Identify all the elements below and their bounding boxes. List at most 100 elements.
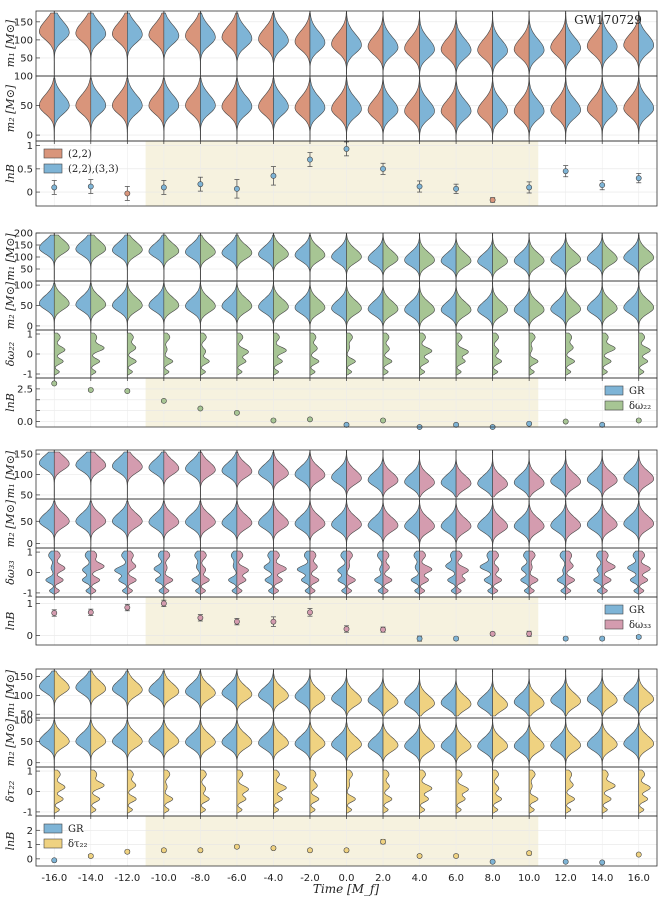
legend-swatch bbox=[43, 148, 63, 159]
violin-right-half bbox=[565, 282, 582, 329]
y-tick-label: 0 bbox=[27, 350, 33, 361]
data-point bbox=[380, 417, 386, 424]
violin-right-half bbox=[601, 670, 618, 717]
violin-right-half bbox=[638, 77, 655, 140]
violin-left-half bbox=[440, 77, 457, 140]
violin-left-half bbox=[148, 670, 165, 717]
violin-right-half bbox=[309, 500, 326, 547]
x-tick-label: -4.0 bbox=[264, 873, 284, 884]
violin-right-half bbox=[236, 500, 253, 547]
y-axis-label: δτ₂₂ bbox=[4, 781, 17, 803]
y-tick-label: 0 bbox=[27, 321, 33, 332]
violin-right-half bbox=[601, 12, 618, 75]
y-tick-label: 1 bbox=[27, 767, 33, 778]
y-tick-label: 100 bbox=[14, 253, 33, 264]
data-point bbox=[160, 184, 167, 191]
legend-swatch bbox=[43, 823, 63, 834]
violin-left-half bbox=[550, 282, 566, 329]
data-point bbox=[197, 181, 204, 188]
violin-left-half bbox=[477, 719, 493, 766]
violin-left-half bbox=[550, 77, 567, 140]
y-tick-label: 100 bbox=[14, 470, 33, 481]
violin-left-half bbox=[148, 500, 165, 547]
violin-right-half bbox=[53, 77, 70, 140]
data-point bbox=[562, 168, 569, 175]
violin-left-half bbox=[45, 550, 55, 595]
violin-left-half bbox=[586, 12, 603, 75]
violin-right-half bbox=[601, 77, 618, 140]
violin-left-half bbox=[520, 550, 530, 595]
data-point bbox=[270, 618, 277, 625]
violin-left-half bbox=[477, 234, 493, 280]
x-tick-label: 10.0 bbox=[518, 873, 540, 884]
violin-left-half bbox=[586, 282, 603, 329]
y-tick-label: 100 bbox=[14, 716, 33, 727]
violin-right-half bbox=[200, 451, 216, 498]
violin-left-half bbox=[337, 550, 347, 595]
violin-right-half bbox=[200, 769, 210, 814]
violin-right-half bbox=[90, 451, 107, 498]
violin-left-half bbox=[623, 282, 640, 329]
violin-left-half bbox=[258, 77, 274, 140]
violin-right-half bbox=[492, 234, 508, 280]
y-tick-label: 0.5 bbox=[17, 164, 33, 175]
violin-right-half bbox=[90, 670, 107, 717]
violin-left-half bbox=[550, 12, 566, 75]
violin-right-half bbox=[492, 670, 508, 717]
violin-right-half bbox=[419, 719, 435, 766]
data-point bbox=[307, 416, 313, 423]
violin-left-half bbox=[148, 719, 165, 766]
violin-left-half bbox=[148, 12, 165, 75]
violin-right-half bbox=[638, 12, 655, 75]
violin-right-half bbox=[236, 12, 253, 75]
violin-right-half bbox=[455, 769, 469, 814]
y-tick-label: 150 bbox=[14, 672, 33, 683]
violin-left-half bbox=[221, 77, 238, 140]
violin-left-half bbox=[111, 670, 128, 717]
y-tick-label: 50 bbox=[20, 490, 33, 501]
violin-left-half bbox=[550, 451, 567, 498]
y-tick-label: 0 bbox=[27, 539, 33, 550]
legend-swatch bbox=[604, 619, 624, 630]
violin-right-half bbox=[638, 332, 651, 376]
data-point bbox=[160, 600, 167, 607]
violin-left-half bbox=[38, 77, 55, 140]
violin-left-half bbox=[477, 12, 493, 75]
violin-left-half bbox=[75, 500, 92, 547]
violin-right-half bbox=[53, 550, 66, 595]
violin-right-half bbox=[528, 670, 545, 717]
legend-label: δω₃₃ bbox=[629, 620, 651, 631]
violin-right-half bbox=[346, 332, 356, 376]
violin-left-half bbox=[111, 500, 128, 547]
violin-right-half bbox=[601, 769, 616, 814]
violin-right-half bbox=[163, 500, 180, 547]
data-point bbox=[453, 635, 459, 642]
violin-right-half bbox=[528, 451, 545, 498]
data-point bbox=[526, 630, 533, 637]
data-point bbox=[416, 183, 423, 190]
violin-right-half bbox=[455, 451, 472, 498]
legend-swatch bbox=[604, 385, 624, 396]
violin-right-half bbox=[163, 282, 180, 329]
violin-right-half bbox=[346, 282, 362, 329]
violin-right-half bbox=[565, 77, 582, 140]
violin-right-half bbox=[309, 234, 326, 280]
violin-right-half bbox=[236, 670, 253, 717]
violin-left-half bbox=[367, 500, 384, 547]
violin-left-half bbox=[258, 282, 274, 329]
violin-right-half bbox=[309, 670, 326, 717]
violin-left-half bbox=[294, 719, 311, 766]
y-tick-label: 50 bbox=[20, 101, 33, 112]
data-point bbox=[160, 397, 167, 404]
violin-left-half bbox=[556, 550, 566, 595]
legend-swatch bbox=[43, 163, 63, 174]
data-point bbox=[343, 847, 350, 854]
y-axis-label: m₂ [M⊙] bbox=[4, 84, 17, 132]
violin-right-half bbox=[90, 77, 107, 140]
violin-right-half bbox=[382, 77, 399, 140]
violin-left-half bbox=[367, 77, 384, 140]
y-tick-label: 50 bbox=[20, 301, 33, 312]
x-tick-label: 4.0 bbox=[412, 873, 428, 884]
violin-left-half bbox=[75, 77, 92, 140]
violin-left-half bbox=[111, 719, 128, 766]
